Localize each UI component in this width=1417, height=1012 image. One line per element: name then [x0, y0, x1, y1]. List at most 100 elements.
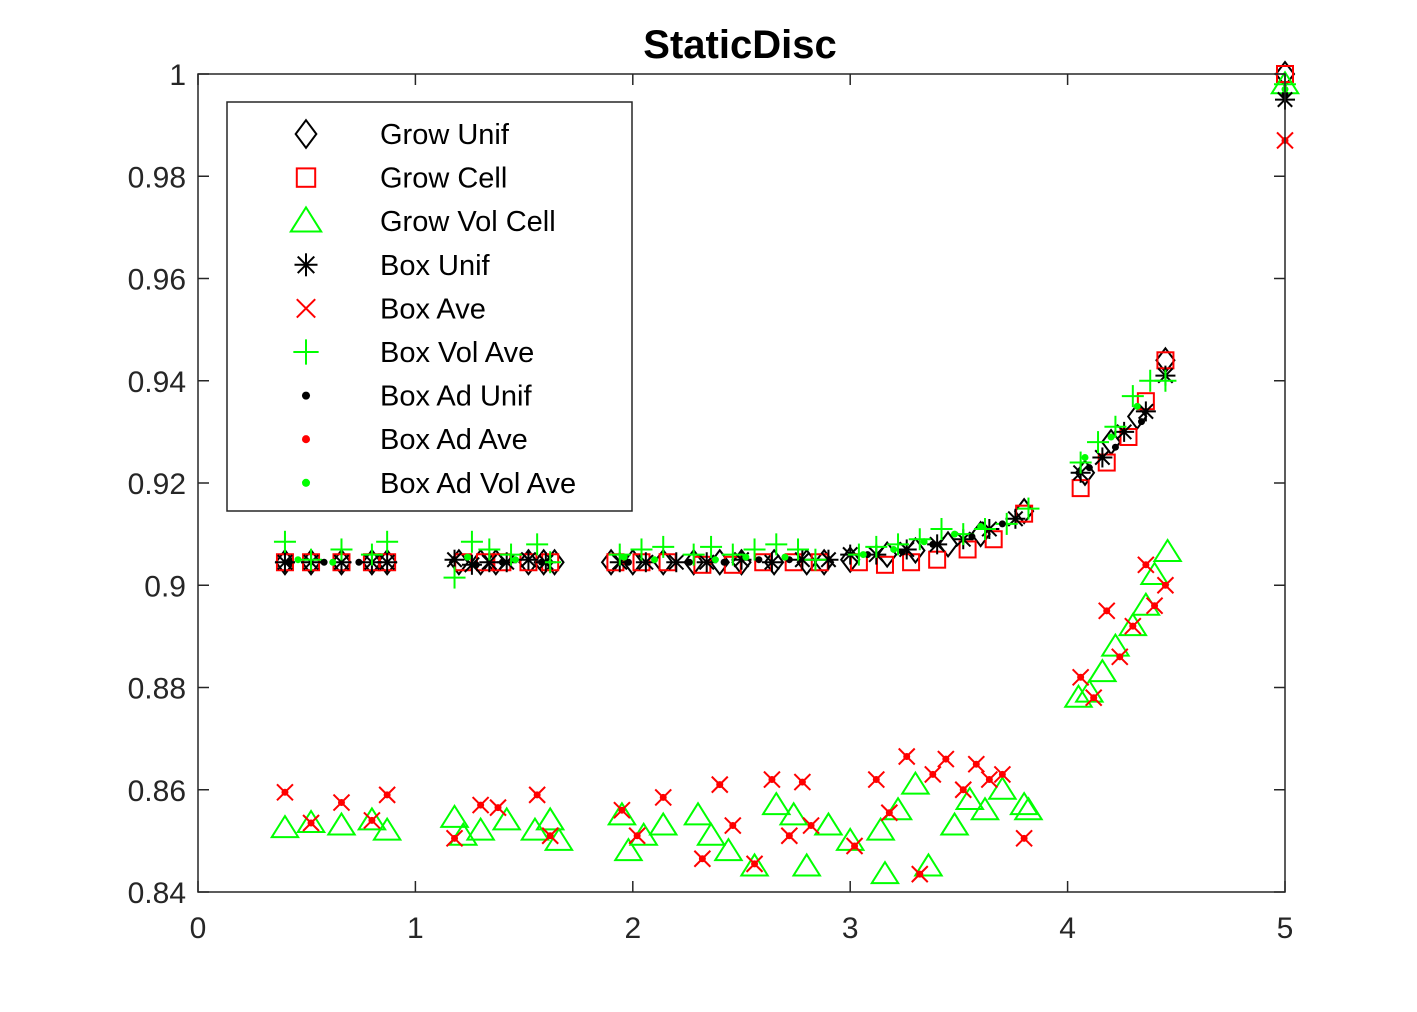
legend-marker [294, 253, 318, 277]
data-point [900, 770, 931, 795]
legend-label: Box Vol Ave [380, 337, 534, 369]
data-point [998, 770, 1006, 778]
data-point [942, 755, 950, 763]
data-point [908, 528, 931, 551]
data-point [460, 530, 483, 553]
chart-title: StaticDisc [643, 23, 836, 67]
data-point [620, 553, 628, 561]
data-point [716, 781, 724, 789]
data-point [903, 753, 911, 761]
data-point [778, 801, 809, 826]
legend-label: Box Unif [380, 250, 491, 282]
data-point [1161, 581, 1169, 589]
legend-label: Box Ad Unif [380, 381, 532, 413]
data-point [698, 855, 706, 863]
data-point [896, 539, 917, 560]
data-point [977, 522, 985, 530]
data-point [1135, 401, 1156, 422]
data-point [683, 548, 704, 576]
data-point [608, 543, 631, 566]
data-point [269, 814, 300, 839]
data-point [1020, 834, 1028, 842]
x-tick-label: 5 [1277, 912, 1294, 945]
data-point [666, 552, 687, 573]
x-tick-label: 4 [1059, 912, 1076, 945]
data-point [624, 558, 632, 566]
data-point [296, 809, 327, 833]
legend-marker [301, 435, 311, 444]
data-point [518, 548, 539, 576]
y-tick-label: 0.92 [128, 468, 186, 501]
data-point [865, 816, 896, 841]
data-point [1121, 385, 1144, 408]
data-point [1087, 658, 1118, 683]
data-point [972, 760, 980, 768]
data-point [337, 799, 345, 807]
legend-label: Box Ad Ave [380, 424, 528, 456]
data-point [377, 552, 398, 573]
legend-box [226, 101, 633, 512]
data-point [872, 776, 880, 784]
data-point [651, 556, 659, 564]
legend-entry: Grow Cell [295, 163, 507, 195]
data-point [751, 860, 759, 868]
data-point [1111, 443, 1119, 451]
data-point [274, 548, 296, 576]
data-point [1013, 796, 1044, 821]
data-point [1107, 433, 1115, 441]
data-point [887, 533, 910, 556]
data-point [930, 518, 953, 541]
data-point [361, 548, 383, 576]
data-point [798, 778, 806, 786]
data-point [307, 819, 315, 827]
data-point [954, 786, 985, 810]
data-point [330, 538, 353, 561]
series-9 [294, 85, 1289, 566]
data-point [478, 538, 501, 561]
data-point [1013, 497, 1035, 525]
data-point [443, 566, 466, 589]
data-point [731, 549, 752, 570]
data-point [959, 786, 967, 794]
legend-label: Grow Vol Cell [380, 206, 556, 238]
data-point [743, 538, 766, 561]
legend-label: Grow Cell [380, 163, 507, 195]
data-point [765, 533, 788, 556]
legend-entry: Box Ad Vol Ave [301, 468, 576, 500]
data-point [281, 788, 289, 796]
legend-marker [289, 205, 323, 233]
data-point [987, 775, 1018, 800]
legend-label: Box Ave [380, 293, 486, 325]
data-point [1069, 451, 1092, 474]
legend-entry: Box Unif [294, 250, 491, 282]
data-point [951, 530, 959, 538]
data-point [890, 545, 898, 553]
legend-marker [296, 298, 316, 319]
data-point [721, 543, 744, 566]
data-point [491, 806, 522, 831]
data-point [755, 556, 763, 564]
data-marks [269, 60, 1301, 885]
data-point [618, 806, 626, 814]
data-point [543, 826, 574, 851]
legend-marker [301, 391, 311, 400]
data-point [968, 533, 976, 541]
data-point [648, 811, 679, 836]
data-point [1152, 538, 1183, 563]
y-tick-label: 0.86 [128, 775, 186, 808]
data-point [742, 553, 750, 561]
data-point [477, 801, 485, 809]
legend-label: Box Ad Vol Ave [380, 468, 576, 500]
legend-marker [294, 118, 318, 150]
data-point [285, 558, 293, 566]
data-point [465, 816, 496, 841]
data-point [711, 556, 719, 564]
data-point [883, 796, 914, 821]
data-point [1092, 447, 1113, 468]
data-point [518, 549, 539, 570]
series-8 [281, 136, 1289, 878]
legend-entry: Box Ad Ave [301, 424, 528, 456]
data-point [696, 821, 727, 846]
data-point [1063, 683, 1094, 708]
data-point [1103, 607, 1111, 615]
